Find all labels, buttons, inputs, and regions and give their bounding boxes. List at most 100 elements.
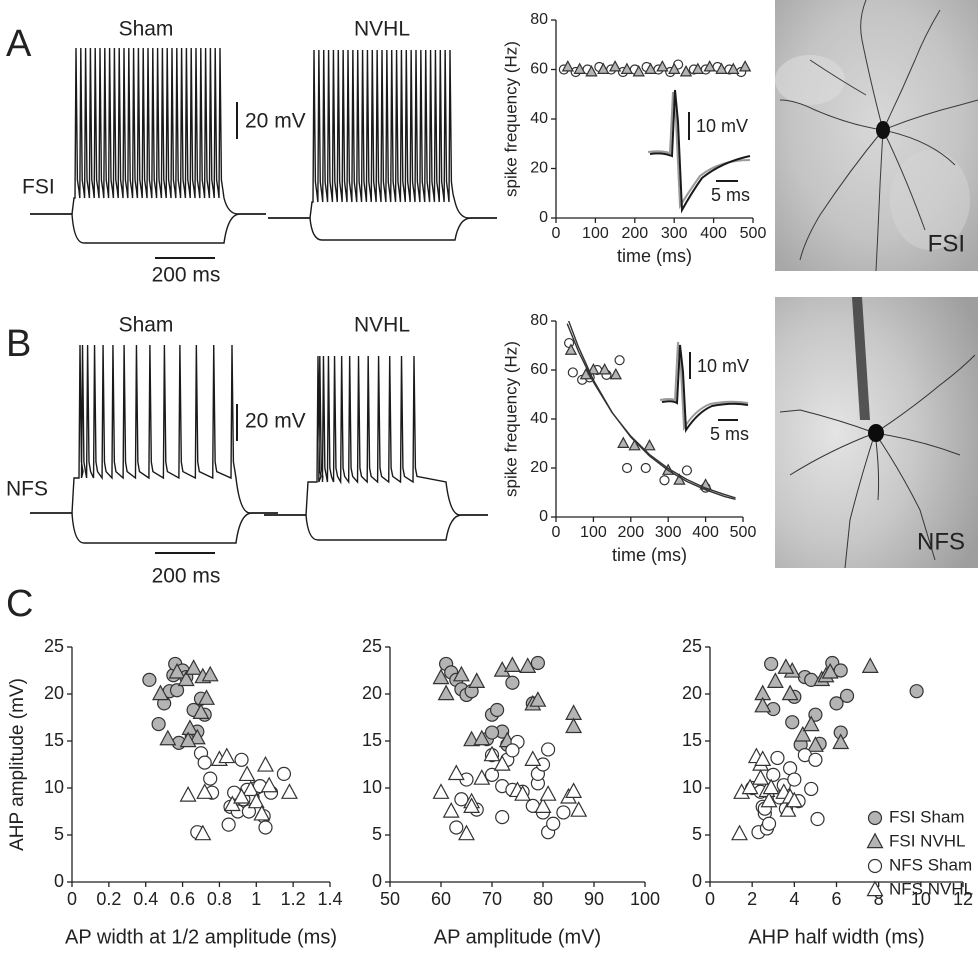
data-point bbox=[766, 672, 784, 688]
condition-label: NVHL bbox=[354, 314, 410, 337]
legend-marker bbox=[866, 832, 884, 849]
condition-label: Sham bbox=[119, 18, 174, 41]
y-tick-label: 10 bbox=[362, 777, 382, 797]
legend-label: FSI Sham bbox=[889, 807, 965, 826]
y-tick-label: 60 bbox=[530, 361, 548, 378]
x-axis-label: AP width at 1/2 amplitude (ms) bbox=[65, 926, 337, 948]
voltage-trace bbox=[264, 355, 488, 516]
image-label: FSI bbox=[928, 230, 965, 257]
data-point bbox=[802, 715, 820, 732]
scale-label: 10 mV bbox=[697, 356, 749, 376]
data-point bbox=[179, 786, 197, 802]
data-point bbox=[832, 733, 850, 750]
data-point bbox=[609, 367, 623, 380]
data-point bbox=[620, 62, 634, 74]
data-point bbox=[238, 765, 256, 782]
x-tick-label: 0 bbox=[67, 889, 77, 909]
data-point bbox=[909, 684, 924, 699]
x-tick-label: 2 bbox=[747, 889, 757, 909]
legend-marker bbox=[866, 880, 884, 897]
data-point bbox=[681, 465, 693, 476]
y-tick-label: 20 bbox=[362, 683, 382, 703]
legend-label: NFS NVHL bbox=[889, 879, 973, 898]
x-tick-label: 1 bbox=[251, 889, 261, 909]
data-point bbox=[741, 778, 759, 795]
x-axis-label: time (ms) bbox=[617, 246, 692, 266]
voltage-trace bbox=[30, 512, 278, 544]
data-point bbox=[253, 804, 271, 821]
y-tick-label: 40 bbox=[530, 110, 548, 127]
y-tick-label: 15 bbox=[44, 730, 64, 750]
data-point bbox=[762, 778, 780, 795]
x-tick-label: 70 bbox=[482, 889, 502, 909]
data-point bbox=[585, 65, 598, 77]
data-point bbox=[484, 725, 500, 740]
data-point bbox=[656, 60, 669, 72]
data-point bbox=[242, 780, 260, 797]
data-point bbox=[794, 725, 812, 742]
data-point bbox=[452, 665, 470, 682]
chart: 0 2 4 6 8 10 12 0 5 10 15 20 25 AHP half width (ms) FS… bbox=[682, 636, 973, 949]
data-point bbox=[766, 767, 781, 782]
data-point bbox=[151, 716, 166, 732]
data-point bbox=[810, 811, 825, 827]
legend-label: NFS Sham bbox=[889, 855, 972, 874]
data-point bbox=[234, 752, 249, 767]
cell-type-label: FSI bbox=[22, 176, 55, 199]
voltage-trace bbox=[30, 213, 266, 244]
data-point bbox=[447, 764, 465, 781]
data-point bbox=[643, 438, 656, 451]
data-point bbox=[454, 792, 469, 807]
data-point bbox=[598, 363, 611, 375]
data-point bbox=[597, 62, 610, 74]
data-point bbox=[564, 343, 578, 355]
chart: 0 100 200 300 400 500 0 20 40 60 80 time (ms) spike … bbox=[501, 11, 766, 266]
data-point bbox=[490, 702, 505, 718]
x-tick-label: 0.6 bbox=[170, 889, 195, 909]
x-tick-label: 50 bbox=[380, 889, 400, 909]
data-point bbox=[181, 719, 199, 735]
y-tick-label: 40 bbox=[530, 410, 548, 427]
data-point bbox=[754, 750, 772, 767]
scale-label: 10 mV bbox=[696, 116, 748, 136]
y-tick-label: 20 bbox=[530, 459, 548, 476]
scale-label: 20 mV bbox=[245, 410, 306, 433]
data-point bbox=[196, 783, 214, 799]
data-point bbox=[503, 656, 521, 673]
x-tick-label: 500 bbox=[730, 524, 757, 541]
x-tick-label: 4 bbox=[789, 889, 799, 909]
chart: 0 100 200 300 400 500 0 20 40 60 80 time (ms) spike … bbox=[501, 312, 756, 565]
data-point bbox=[546, 816, 561, 831]
data-point bbox=[668, 62, 681, 74]
y-tick-label: 5 bbox=[692, 824, 702, 844]
data-point bbox=[218, 747, 236, 764]
data-point bbox=[760, 791, 778, 808]
voltage-trace bbox=[264, 514, 488, 541]
x-axis-label: AHP half width (ms) bbox=[748, 926, 924, 948]
y-tick-label: 0 bbox=[539, 508, 548, 525]
y-tick-label: 0 bbox=[54, 871, 64, 891]
y-tick-label: 15 bbox=[682, 730, 702, 750]
x-tick-label: 0.8 bbox=[207, 889, 232, 909]
data-point bbox=[458, 824, 475, 841]
data-point bbox=[621, 462, 633, 474]
x-tick-label: 500 bbox=[740, 225, 767, 242]
x-tick-label: 0.2 bbox=[96, 889, 121, 909]
data-point bbox=[829, 696, 844, 711]
data-point bbox=[561, 60, 575, 72]
data-point bbox=[185, 659, 203, 675]
y-tick-label: 10 bbox=[682, 777, 702, 797]
condition-label: Sham bbox=[119, 314, 174, 337]
data-point bbox=[519, 657, 537, 673]
data-point bbox=[679, 65, 693, 77]
data-point bbox=[151, 684, 169, 701]
x-tick-label: 0.4 bbox=[133, 889, 158, 909]
data-point bbox=[442, 802, 460, 818]
data-point bbox=[505, 743, 520, 758]
y-tick-label: 25 bbox=[44, 636, 64, 656]
y-tick-label: 5 bbox=[54, 824, 64, 844]
data-point bbox=[468, 672, 486, 688]
data-point bbox=[203, 771, 218, 786]
image-label: NFS bbox=[917, 528, 965, 555]
voltage-trace bbox=[268, 49, 497, 219]
